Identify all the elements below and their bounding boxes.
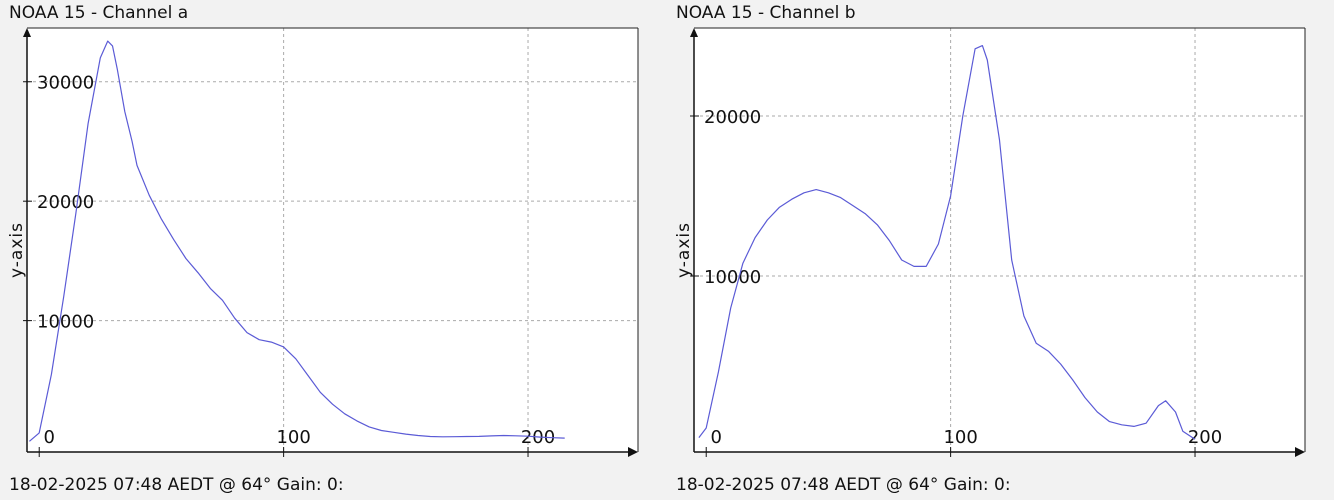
y-tick-label: 10000 bbox=[704, 267, 761, 288]
chart-plot: 0 100 200 10000 20000 y-axis bbox=[674, 27, 1306, 457]
y-tick-label: 10000 bbox=[37, 312, 94, 333]
chart-footer-timestamp: 18-02-2025 07:48 AEDT @ 64° Gain: 0: bbox=[9, 475, 344, 495]
y-tick-label: 20000 bbox=[704, 107, 761, 128]
plot-area bbox=[27, 28, 638, 452]
x-tick-label: 0 bbox=[43, 427, 54, 448]
chart-title: NOAA 15 - Channel a bbox=[9, 3, 189, 23]
x-axis-arrow-icon bbox=[1295, 447, 1305, 457]
x-tick-label: 200 bbox=[1188, 427, 1222, 448]
chart-panel-channel-a: NOAA 15 - Channel a 0 100 200 10000 20000 300… bbox=[7, 3, 639, 495]
series-line bbox=[698, 44, 1196, 440]
chart-footer-timestamp: 18-02-2025 07:48 AEDT @ 64° Gain: 0: bbox=[676, 475, 1011, 495]
plot-area bbox=[694, 28, 1305, 452]
y-axis-arrow-icon bbox=[23, 28, 31, 37]
y-axis-label: y-axis bbox=[674, 222, 694, 278]
chart-panel-channel-b: NOAA 15 - Channel b 0 100 200 10000 20000 y-a… bbox=[667, 0, 1334, 500]
chart-title: NOAA 15 - Channel b bbox=[676, 3, 856, 23]
y-tick-label: 30000 bbox=[37, 73, 94, 94]
y-axis-label: y-axis bbox=[7, 222, 27, 278]
x-tick-label: 100 bbox=[943, 427, 977, 448]
y-tick-label: 20000 bbox=[37, 192, 94, 213]
x-tick-label: 0 bbox=[710, 427, 721, 448]
x-tick-label: 100 bbox=[276, 427, 310, 448]
series-line bbox=[29, 40, 565, 442]
y-axis-arrow-icon bbox=[690, 28, 698, 37]
x-axis-arrow-icon bbox=[628, 447, 638, 457]
